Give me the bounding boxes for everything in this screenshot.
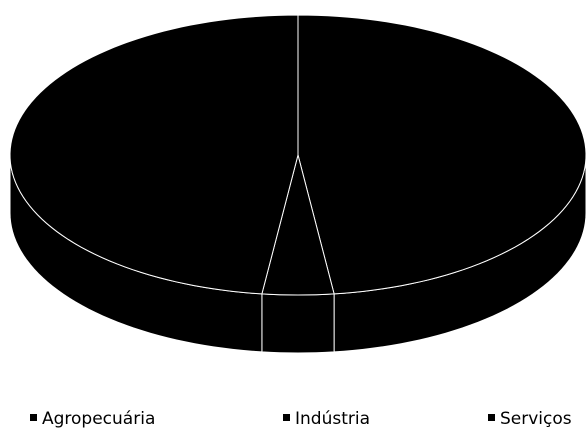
slice-top — [297, 14, 587, 295]
legend-label: Agropecuária — [42, 409, 155, 429]
slice-top — [261, 153, 335, 296]
legend-swatch — [488, 414, 495, 421]
slice-side — [261, 293, 335, 354]
legend-label: Serviços — [500, 409, 572, 429]
legend-swatch — [30, 414, 37, 421]
slice-top — [9, 14, 299, 295]
legend-swatch — [283, 414, 290, 421]
legend-label: Indústria — [295, 409, 370, 429]
